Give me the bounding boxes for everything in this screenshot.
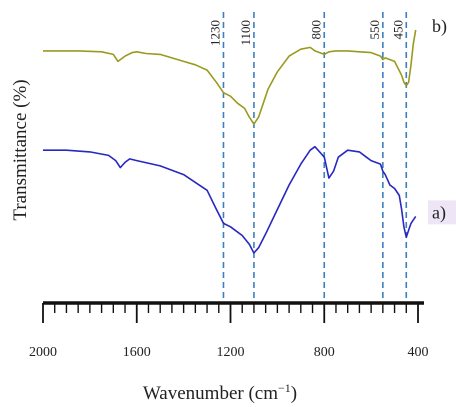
series-line-b: [43, 29, 417, 125]
x-tick-label-400: 400: [408, 345, 429, 360]
series-layer: [43, 29, 417, 254]
series-label-a-highlight: [428, 200, 456, 225]
y-axis-title: Transmittance (%): [10, 79, 31, 220]
reference-label-550: 550: [367, 20, 382, 40]
x-axis: 2000 1600 1200 800 400: [29, 301, 429, 360]
reference-label-1230: 1230: [207, 20, 222, 46]
series-line-a: [43, 145, 417, 254]
x-tick-label-2000: 2000: [29, 345, 57, 360]
x-tick-label-800: 800: [314, 345, 335, 360]
x-axis-title-superscript: −1: [278, 381, 291, 395]
x-tick-label-1600: 1600: [123, 345, 151, 360]
series-label-a: a): [432, 202, 446, 223]
x-axis-title-close: ): [291, 383, 297, 404]
reference-label-450: 450: [390, 20, 405, 40]
reference-label-800: 800: [308, 20, 323, 40]
labels: 1230 1100 800 550 450 b) a) Wavenumber (cm−1) Tr…: [10, 16, 456, 404]
reference-label-1100: 1100: [238, 20, 253, 46]
x-tick-label-1200: 1200: [217, 345, 245, 360]
series-label-b: b): [432, 16, 447, 37]
x-axis-title: Wavenumber (cm−1): [143, 381, 297, 404]
